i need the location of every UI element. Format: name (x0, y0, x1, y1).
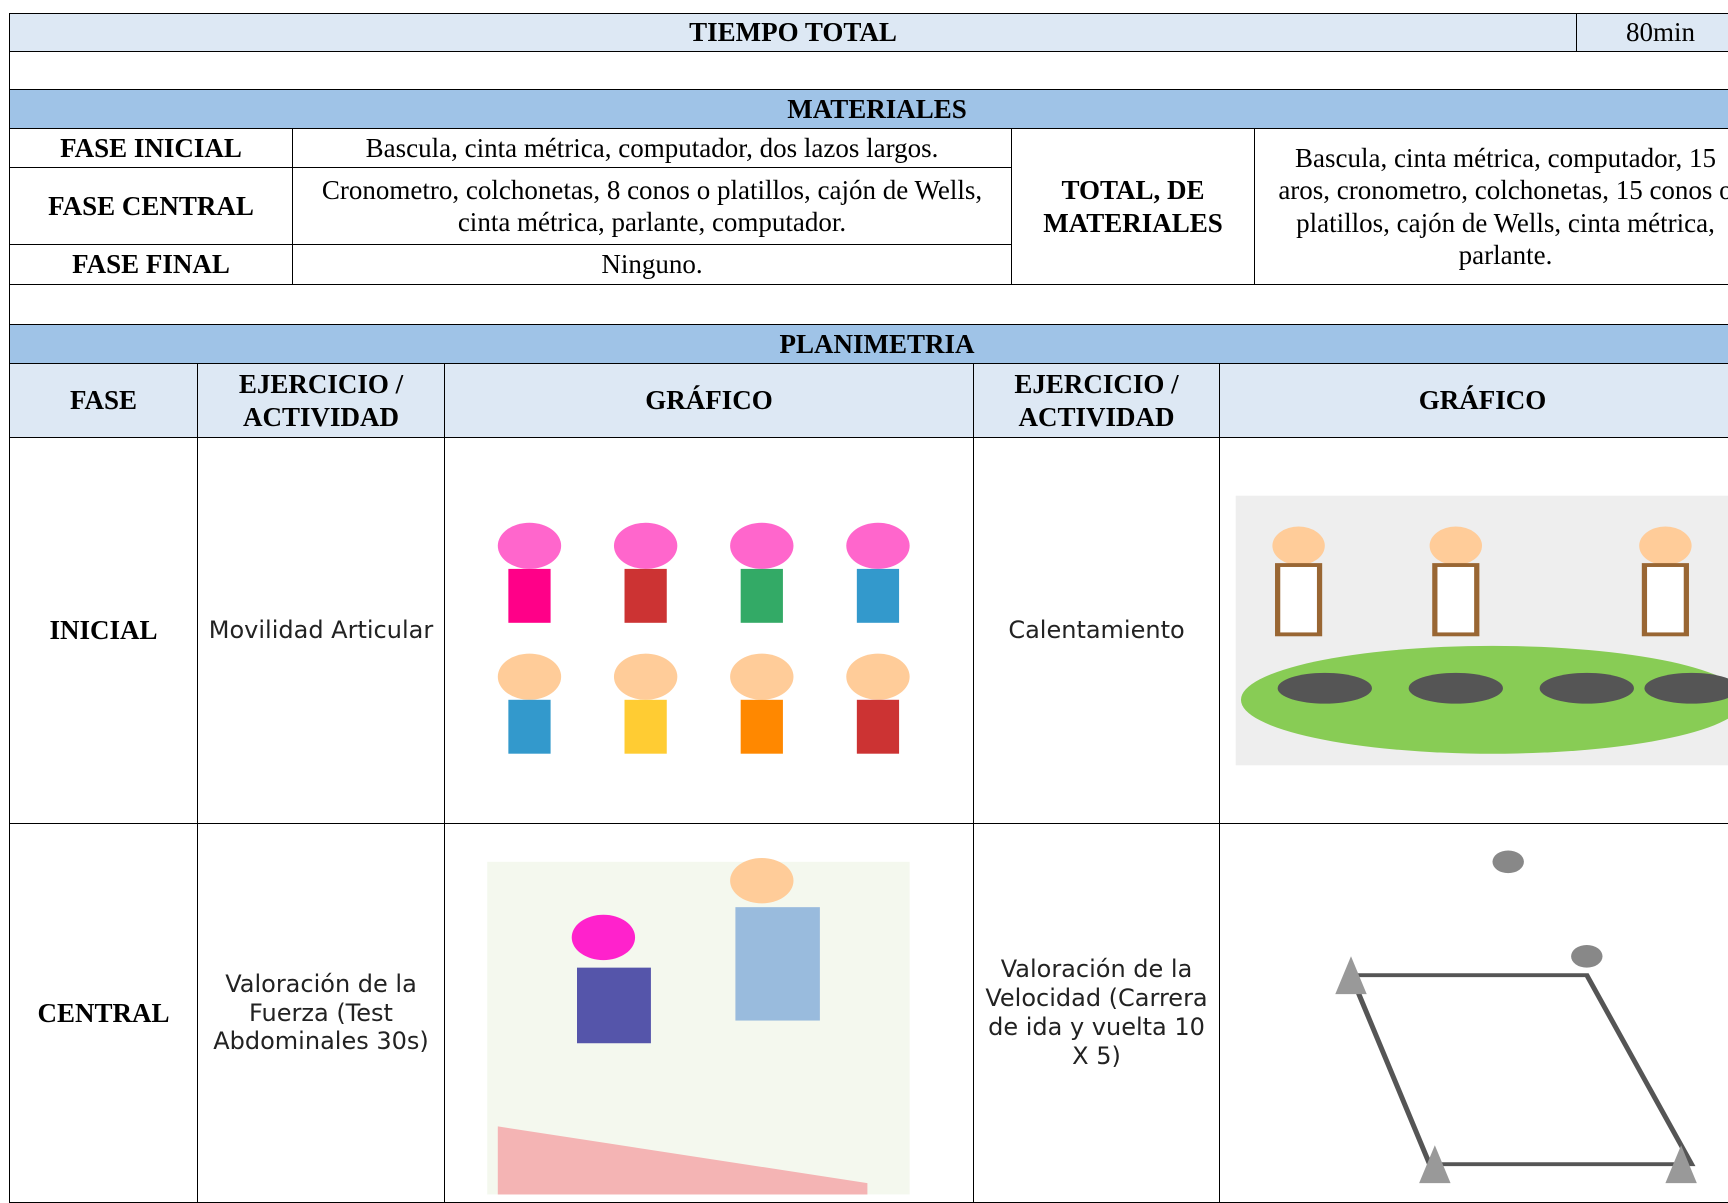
phase-label: FASE FINAL (9, 244, 293, 285)
activity-cell: Valoración de la Velocidad (Carrera de i… (973, 823, 1220, 1203)
phase-label: FASE INICIAL (9, 128, 293, 168)
column-header: GRÁFICO (1219, 363, 1728, 438)
total-label: TOTAL, DE MATERIALES (1011, 128, 1255, 285)
graphic-cell (1219, 823, 1728, 1203)
phase-items: Cronometro, colchonetas, 8 conos o plati… (292, 167, 1012, 245)
materials-title: MATERIALES (9, 89, 1728, 129)
graphic-cell (444, 823, 974, 1203)
graphic-cell (444, 437, 974, 824)
phase-items: Ninguno. (292, 244, 1012, 285)
time-value: 80min (1576, 13, 1728, 52)
empty-row (9, 284, 1728, 325)
empty-row (9, 51, 1728, 90)
phase-items: Bascula, cinta métrica, computador, dos … (292, 128, 1012, 168)
planimetry-title: PLANIMETRIA (9, 324, 1728, 364)
activity-cell: Calentamiento (973, 437, 1220, 824)
illustration (487, 858, 910, 1195)
column-header: EJERCICIO / ACTIVIDAD (197, 363, 445, 438)
time-title: TIEMPO TOTAL (9, 13, 1577, 52)
column-header: GRÁFICO (444, 363, 974, 438)
phase-cell: INICIAL (9, 437, 198, 824)
phase-label: FASE CENTRAL (9, 167, 293, 245)
activity-cell: Valoración de la Fuerza (Test Abdominale… (197, 823, 445, 1203)
column-header: FASE (9, 363, 198, 438)
graphic-cell (1219, 437, 1728, 824)
column-header: EJERCICIO / ACTIVIDAD (973, 363, 1220, 438)
illustration (1235, 495, 1728, 766)
activity-cell: Movilidad Articular (197, 437, 445, 824)
total-items: Bascula, cinta métrica, computador, 15 a… (1254, 128, 1728, 285)
illustration (497, 522, 910, 754)
phase-cell: CENTRAL (9, 823, 198, 1203)
illustration (1335, 850, 1697, 1184)
